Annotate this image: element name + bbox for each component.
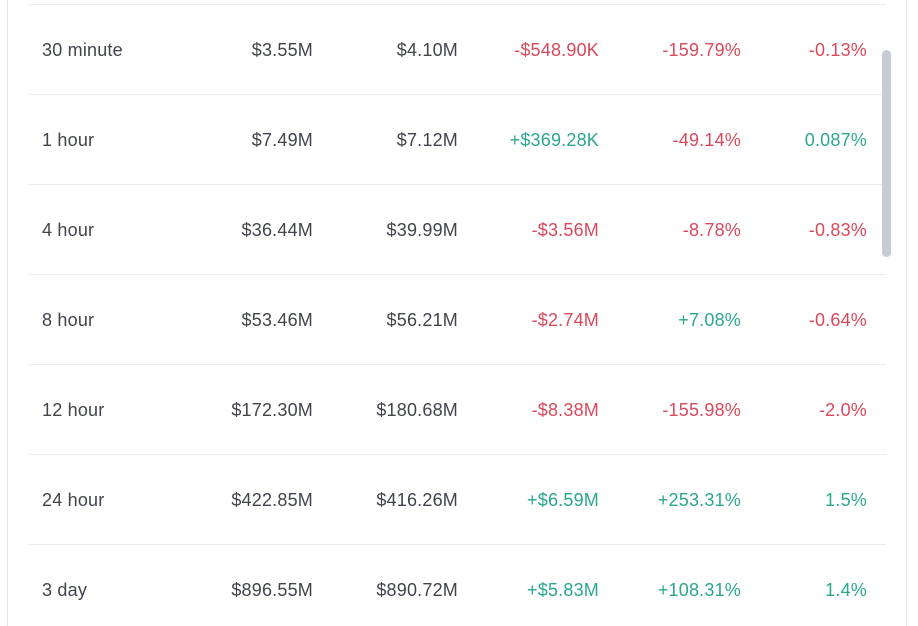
timeframe-label: 8 hour bbox=[42, 309, 95, 330]
table-row[interactable]: 1 hour $7.49M $7.12M +$369.28K -49.14% 0… bbox=[28, 94, 886, 184]
volume-delta-value: -$3.56M bbox=[531, 219, 599, 240]
volume-delta-value: -$2.74M bbox=[531, 309, 599, 330]
table-row[interactable]: 4 hour $36.44M $39.99M -$3.56M -8.78% -0… bbox=[28, 184, 886, 274]
volume-delta-value: +$5.83M bbox=[527, 579, 599, 600]
scrollbar-thumb[interactable] bbox=[882, 50, 891, 257]
percent-change-2: -0.13% bbox=[808, 39, 867, 60]
volume-value-1: $3.55M bbox=[251, 39, 313, 60]
volume-value-1: $172.30M bbox=[231, 399, 313, 420]
timeframe-label: 3 day bbox=[42, 579, 88, 600]
volume-delta-value: -$548.90K bbox=[514, 39, 599, 60]
volume-value-2: $39.99M bbox=[386, 219, 458, 240]
volume-value-2: $890.72M bbox=[376, 579, 458, 600]
percent-change-1: -49.14% bbox=[672, 129, 741, 150]
volume-value-1: $53.46M bbox=[241, 309, 313, 330]
percent-change-2: -0.64% bbox=[808, 309, 867, 330]
percent-change-2: 1.5% bbox=[825, 489, 867, 510]
percent-change-2: -0.83% bbox=[808, 219, 867, 240]
percent-change-2: -2.0% bbox=[818, 399, 867, 420]
panel-left-border bbox=[7, 0, 8, 626]
percent-change-1: -8.78% bbox=[682, 219, 741, 240]
percent-change-1: +7.08% bbox=[678, 309, 741, 330]
percent-change-1: +253.31% bbox=[657, 489, 741, 510]
percent-change-1: -159.79% bbox=[662, 39, 741, 60]
table-row[interactable]: 30 minute $3.55M $4.10M -$548.90K -159.7… bbox=[28, 4, 886, 94]
volume-value-1: $7.49M bbox=[251, 129, 313, 150]
volume-value-2: $416.26M bbox=[376, 489, 458, 510]
timeframe-label: 12 hour bbox=[42, 399, 105, 420]
volume-value-1: $422.85M bbox=[231, 489, 313, 510]
volume-delta-value: -$8.38M bbox=[531, 399, 599, 420]
panel-right-border bbox=[906, 0, 907, 626]
percent-change-1: +108.31% bbox=[657, 579, 741, 600]
timeframe-label: 4 hour bbox=[42, 219, 95, 240]
volume-value-2: $4.10M bbox=[396, 39, 458, 60]
table-row[interactable]: 24 hour $422.85M $416.26M +$6.59M +253.3… bbox=[28, 454, 886, 544]
timeframe-label: 1 hour bbox=[42, 129, 95, 150]
percent-change-2: 1.4% bbox=[825, 579, 867, 600]
volume-value-2: $56.21M bbox=[386, 309, 458, 330]
volume-value-2: $7.12M bbox=[396, 129, 458, 150]
volume-value-1: $36.44M bbox=[241, 219, 313, 240]
volume-delta-value: +$6.59M bbox=[527, 489, 599, 510]
table-row[interactable]: 12 hour $172.30M $180.68M -$8.38M -155.9… bbox=[28, 364, 886, 454]
volume-delta-value: +$369.28K bbox=[509, 129, 599, 150]
percent-change-1: -155.98% bbox=[662, 399, 741, 420]
timeframe-label: 30 minute bbox=[42, 39, 123, 60]
volume-value-2: $180.68M bbox=[376, 399, 458, 420]
timeframe-stats-table: 30 minute $3.55M $4.10M -$548.90K -159.7… bbox=[28, 4, 886, 626]
table-row[interactable]: 3 day $896.55M $890.72M +$5.83M +108.31%… bbox=[28, 544, 886, 626]
table-row[interactable]: 8 hour $53.46M $56.21M -$2.74M +7.08% -0… bbox=[28, 274, 886, 364]
percent-change-2: 0.087% bbox=[804, 129, 867, 150]
volume-value-1: $896.55M bbox=[231, 579, 313, 600]
timeframe-label: 24 hour bbox=[42, 489, 105, 510]
